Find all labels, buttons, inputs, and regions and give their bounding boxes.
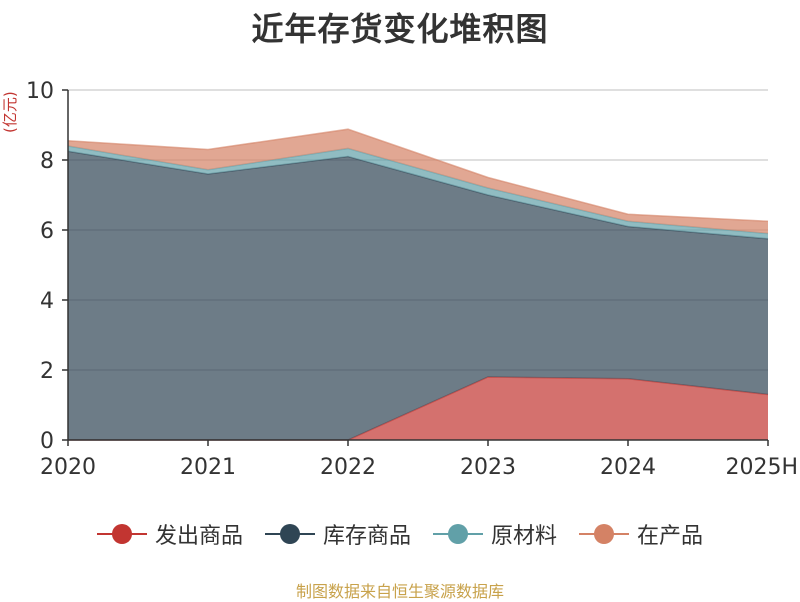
series-line-4 — [67, 128, 769, 222]
legend-marker-icon — [579, 524, 630, 544]
chart-title: 近年存货变化堆积图 — [251, 10, 549, 48]
tick-labels: 0 2 4 6 8 10 2020 2021 2022 2023 2024 2025H — [26, 79, 798, 480]
legend-label: 在产品 — [637, 524, 704, 549]
x-tick-label: 2022 — [320, 455, 376, 480]
x-tick-label: 2024 — [600, 455, 656, 480]
legend-label: 原材料 — [491, 524, 558, 549]
y-tick-label: 8 — [40, 149, 54, 174]
y-tick-label: 6 — [40, 219, 54, 244]
legend: 发出商品 库存商品 原材料 在产品 — [0, 516, 800, 552]
x-tick-label: 2021 — [180, 455, 236, 480]
data-source-note: 制图数据来自恒生聚源数据库 — [295, 582, 504, 601]
legend-item[interactable]: 原材料 — [433, 518, 557, 550]
y-tick-label: 4 — [40, 289, 54, 314]
series-area-3 — [68, 146, 768, 239]
x-tick-label: 2020 — [40, 455, 96, 480]
y-tick-label: 0 — [40, 429, 54, 454]
series-area-4 — [68, 129, 768, 234]
x-tick-label: 2023 — [460, 455, 516, 480]
legend-marker-icon — [433, 524, 483, 544]
x-tick-label: 2025H — [725, 455, 798, 480]
legend-marker-icon — [96, 524, 147, 544]
legend-label: 库存商品 — [322, 524, 411, 549]
area-series-group — [67, 128, 769, 441]
y-tick-label: 2 — [40, 359, 54, 384]
legend-item[interactable]: 在产品 — [579, 518, 703, 550]
legend-label: 发出商品 — [154, 524, 243, 549]
axes — [62, 89, 769, 446]
legend-item[interactable]: 发出商品 — [96, 518, 243, 550]
series-area-2 — [68, 151, 768, 440]
y-tick-label: 10 — [26, 79, 54, 104]
legend-item[interactable]: 库存商品 — [264, 518, 411, 550]
legend-marker-icon — [264, 524, 315, 544]
